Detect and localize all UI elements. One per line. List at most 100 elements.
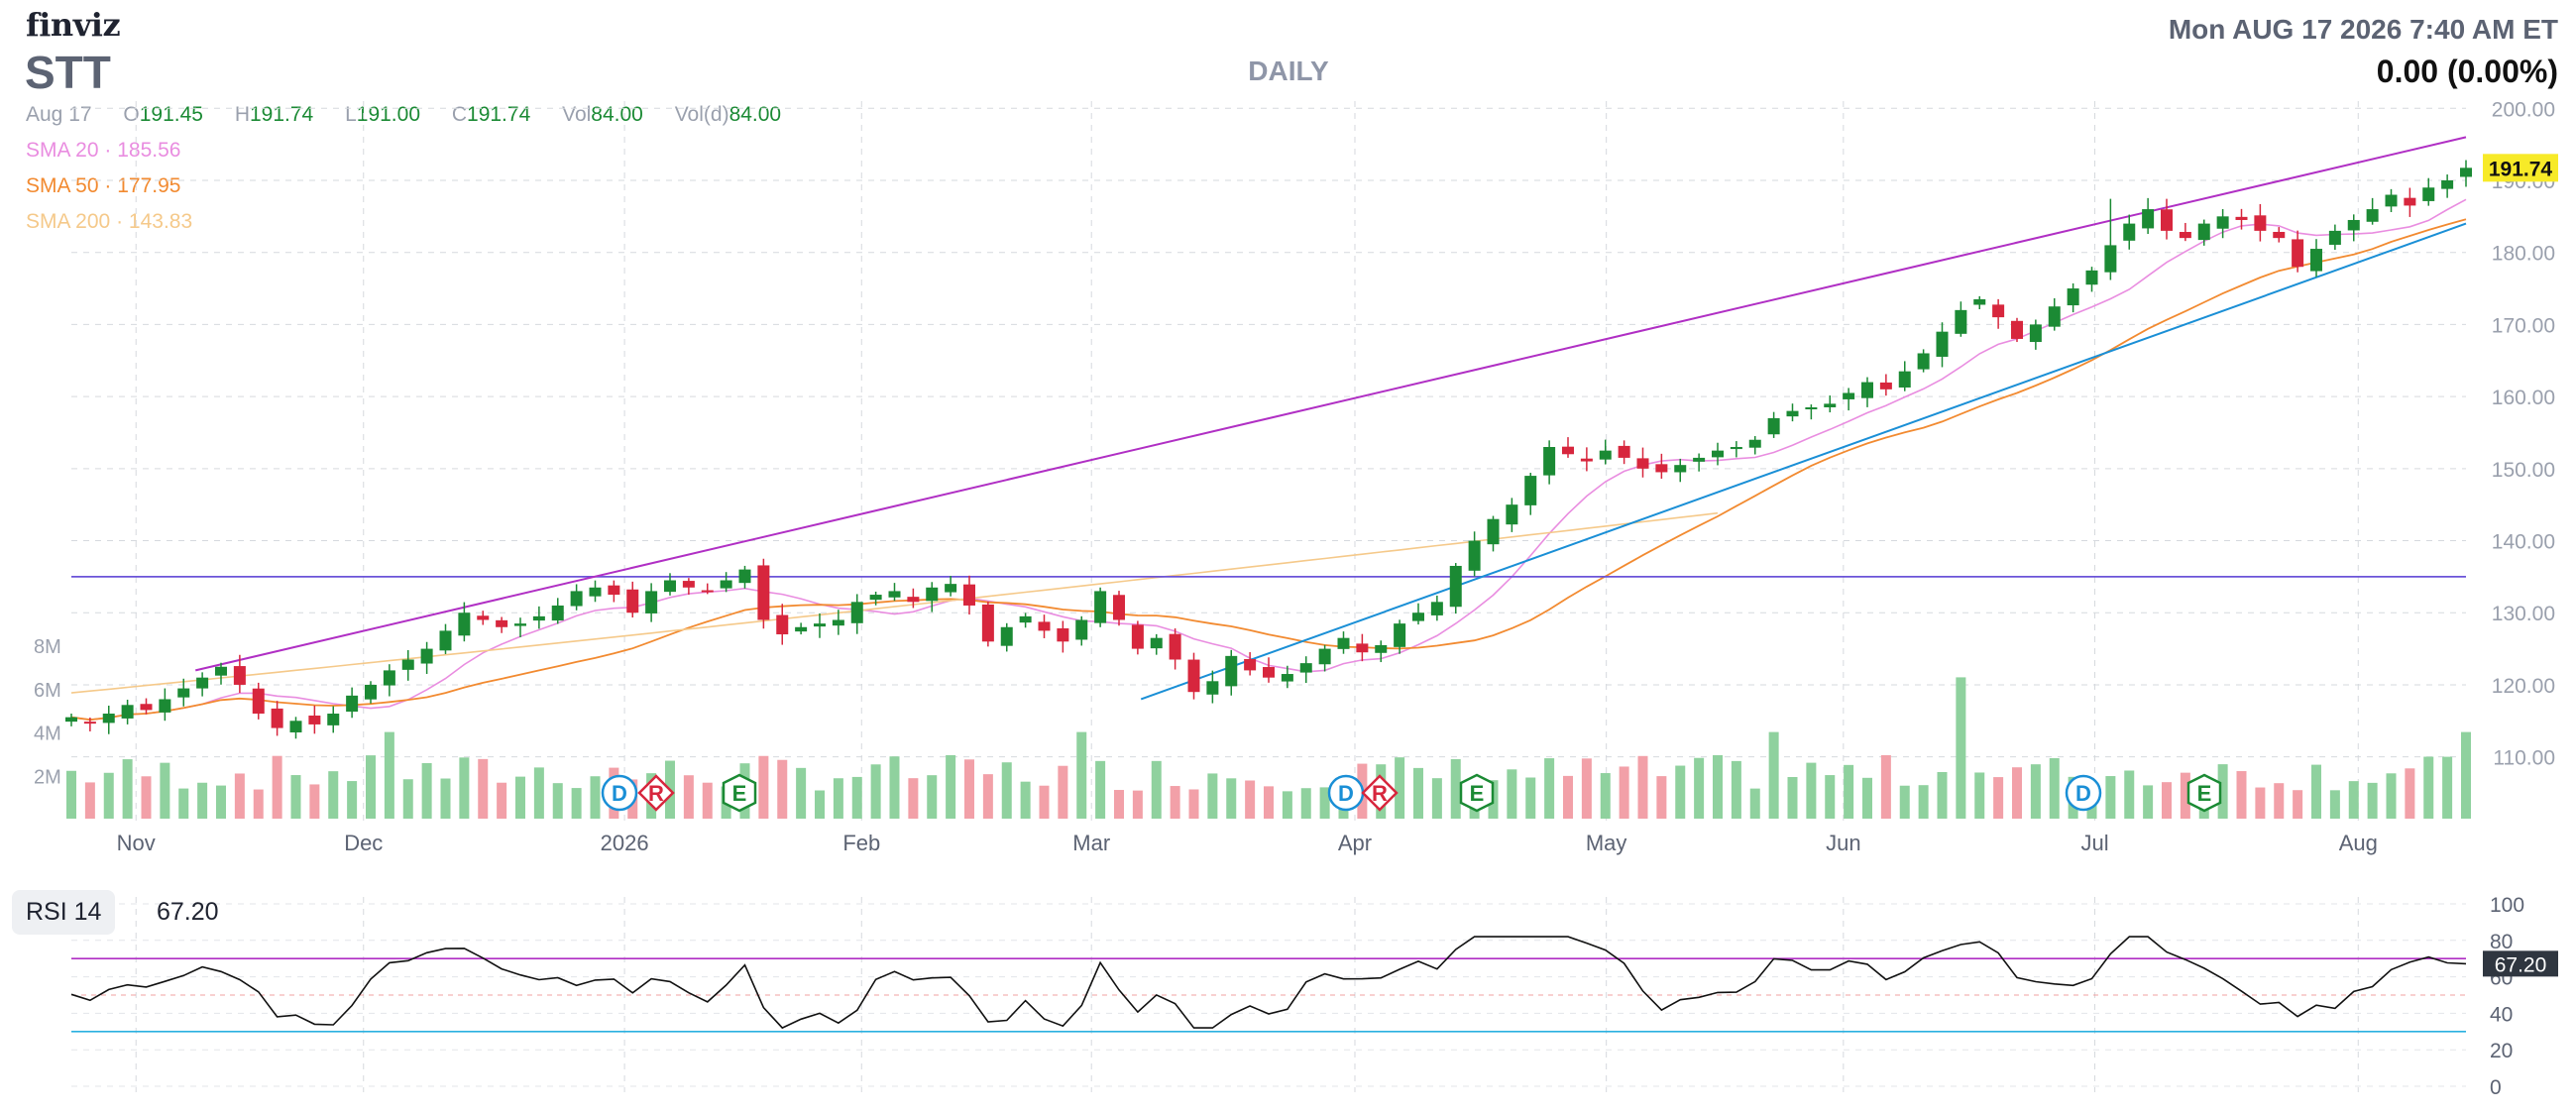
candle-body <box>1767 417 1780 435</box>
earnings-marker-icon <box>722 773 757 813</box>
candle-body <box>1131 624 1144 649</box>
event-marker-label: E <box>2197 781 2212 806</box>
last-price-tag <box>2483 154 2558 182</box>
candle-body <box>2179 232 2191 239</box>
split-marker-icon <box>637 774 675 812</box>
volume-bar <box>1264 786 1274 819</box>
candle-body <box>1562 446 1574 455</box>
candle-body <box>1636 458 1649 469</box>
time-axis: Nov Dec 2026 Feb Mar Apr May Jun Jul Aug <box>117 831 2378 855</box>
candle-body <box>1655 464 1668 473</box>
rsi-label[interactable]: RSI 14 <box>12 890 116 935</box>
volume-bar <box>815 790 825 819</box>
candle-body <box>1169 633 1181 660</box>
rsi-value: 67.20 <box>157 898 219 926</box>
finviz-logo[interactable]: finviz <box>26 6 121 44</box>
volume-bar <box>497 782 507 819</box>
volume-bar <box>1076 731 1087 819</box>
candle-body <box>795 626 808 632</box>
volume-bar <box>1001 762 1012 819</box>
volume-bar <box>2423 756 2434 819</box>
candle-body <box>458 613 471 636</box>
volume-bar <box>2105 776 2116 819</box>
sma20-legend[interactable]: SMA 20 · 185.56 <box>26 139 181 162</box>
volume-bar <box>2367 782 2378 819</box>
candle-body <box>2104 245 2117 273</box>
candle-body <box>869 595 882 601</box>
candle-body <box>2441 179 2454 189</box>
candle-body <box>1506 504 1518 525</box>
sma200-value: 143.83 <box>128 210 193 233</box>
candle-body <box>83 722 96 724</box>
candle-body <box>1075 619 1088 640</box>
timeframe-label[interactable]: DAILY <box>1248 56 1329 86</box>
candle-body <box>1992 304 2005 318</box>
candle-body <box>645 591 658 613</box>
candle-body <box>2161 209 2173 231</box>
candle-body <box>2254 215 2267 231</box>
candle-body <box>814 623 826 627</box>
candle-body <box>963 584 975 606</box>
event-marker-label: D <box>1338 781 1354 806</box>
volume-bar <box>571 788 582 819</box>
candle-body <box>1038 621 1051 631</box>
time-tick-label: May <box>1586 831 1627 855</box>
volume-bar <box>122 759 133 819</box>
rsi-last-tag <box>2483 950 2558 977</box>
candle-body <box>140 704 153 711</box>
candle-body <box>981 604 994 642</box>
volume-bar <box>1619 766 1629 819</box>
volume-bar <box>927 775 938 819</box>
rsi-tick-label: 20 <box>2490 1040 2513 1062</box>
time-tick-label: Mar <box>1072 831 1110 855</box>
volume-bar <box>1731 760 1741 819</box>
candle-body <box>1449 565 1462 608</box>
volume-bar <box>1993 777 2004 819</box>
candle-body <box>1113 595 1125 620</box>
candle-body <box>720 580 732 589</box>
volume-bar <box>1395 757 1405 819</box>
candle-body <box>327 714 340 725</box>
volume-bar <box>84 782 95 819</box>
candle-body <box>1244 658 1257 671</box>
volume-bar <box>1956 677 1966 819</box>
sma50-legend[interactable]: SMA 50 · 177.95 <box>26 174 181 197</box>
volume-bar <box>1020 781 1031 819</box>
candle-body <box>365 684 377 700</box>
volume-bar <box>1563 775 1573 819</box>
candle-body <box>2366 209 2379 222</box>
candle-body <box>682 581 695 588</box>
candle-body <box>2067 288 2079 306</box>
volume-bar <box>253 789 264 819</box>
candle-body <box>626 589 639 613</box>
volume-bar <box>2405 768 2415 819</box>
candle-body <box>926 587 939 602</box>
volume-bar <box>964 759 974 819</box>
sma50-line <box>70 218 2467 722</box>
candle-body <box>420 648 433 664</box>
candle-body <box>1748 439 1761 448</box>
sma200-label: SMA 200 <box>26 210 111 233</box>
price-tick-label: 130.00 <box>2492 603 2555 625</box>
volume-bar <box>2124 770 2135 819</box>
volume-bar <box>1431 778 1442 819</box>
candle-body <box>664 580 676 593</box>
rsi-last-label: 67.20 <box>2495 953 2547 976</box>
volume-bar <box>1899 785 1910 819</box>
volume-bar <box>1787 776 1798 819</box>
volume-tick-label: 2M <box>34 766 61 788</box>
volume-bar <box>309 784 320 819</box>
dividend-marker-icon <box>601 774 638 812</box>
candle-body <box>1843 392 1855 399</box>
candle-body <box>2216 216 2229 229</box>
candle-body <box>159 699 171 713</box>
candle-body <box>907 597 920 603</box>
sma200-legend[interactable]: SMA 200 · 143.83 <box>26 210 193 233</box>
time-tick-label: Dec <box>344 831 383 855</box>
candle-body <box>1599 450 1612 460</box>
volume-bar <box>515 776 525 819</box>
candle-body <box>2347 219 2360 231</box>
price-tick-label: 140.00 <box>2492 531 2555 554</box>
time-tick-label: 2026 <box>601 831 649 855</box>
